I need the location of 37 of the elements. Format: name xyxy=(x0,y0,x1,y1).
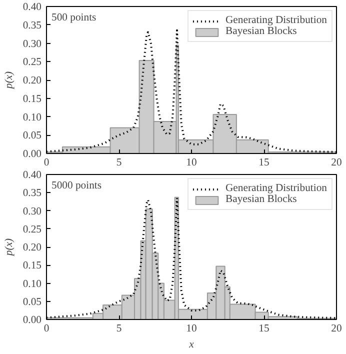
y-tick-label: 0.10 xyxy=(22,112,42,124)
y-tick-label: 0.20 xyxy=(22,242,42,254)
y-tick-label: 0.05 xyxy=(22,130,42,142)
y-tick-label: 0.35 xyxy=(22,20,42,32)
y-tick-label: 0.05 xyxy=(22,296,42,308)
legend-label: Bayesian Blocks xyxy=(225,26,297,37)
y-tick-label: 0.30 xyxy=(22,206,42,218)
y-tick-label: 0.40 xyxy=(22,2,42,13)
x-axis-title: x xyxy=(188,340,194,350)
y-tick-label: 0.35 xyxy=(22,188,42,200)
x-tick-label: 5 xyxy=(116,324,122,334)
y-tick-label: 0.00 xyxy=(22,315,42,326)
x-tick-label: 10 xyxy=(186,158,197,168)
annotation: 5000 points xyxy=(52,180,102,192)
x-tick-label: 15 xyxy=(258,324,270,334)
x-tick-label: 0 xyxy=(44,158,50,168)
y-tick-label: 0.15 xyxy=(22,260,42,272)
x-tick-label: 20 xyxy=(331,158,342,168)
y-axis-title: p(x) xyxy=(4,70,15,90)
x-tick-label: 10 xyxy=(186,324,197,334)
y-tick-label: 0.20 xyxy=(22,76,42,86)
y-tick-label: 0.40 xyxy=(22,170,42,181)
x-tick-label: 0 xyxy=(44,324,50,334)
y-axis-title: p(x) xyxy=(4,238,15,257)
y-tick-label: 0.15 xyxy=(22,94,42,105)
x-tick-label: 5 xyxy=(116,158,122,168)
legend-label: Generating Distribution xyxy=(225,15,327,26)
y-tick-label: 0.10 xyxy=(22,278,42,290)
x-tick-label: 20 xyxy=(331,324,342,334)
x-tick-label: 15 xyxy=(258,158,270,168)
y-tick-label: 0.00 xyxy=(22,149,42,160)
legend-label: Generating Distribution xyxy=(225,183,327,194)
annotation: 500 points xyxy=(52,12,96,24)
y-tick-label: 0.25 xyxy=(22,57,42,68)
legend-label: Bayesian Blocks xyxy=(225,194,297,205)
y-tick-label: 0.30 xyxy=(22,38,42,50)
y-tick-label: 0.25 xyxy=(22,224,42,236)
